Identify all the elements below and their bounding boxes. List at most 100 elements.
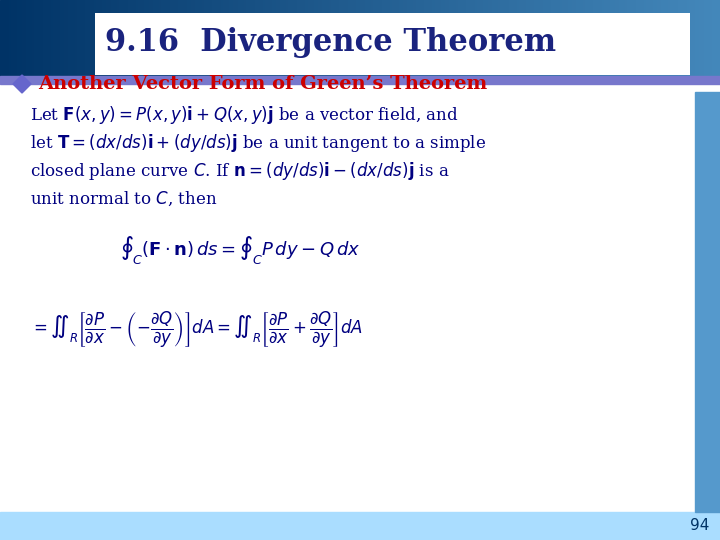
Bar bbox=[712, 0, 713, 78]
Bar bbox=[228, 0, 229, 78]
Bar bbox=[242, 0, 243, 78]
Bar bbox=[605, 0, 606, 78]
Bar bbox=[462, 0, 463, 78]
Bar bbox=[201, 0, 202, 78]
Bar bbox=[209, 0, 210, 78]
Bar bbox=[330, 0, 331, 78]
Bar bbox=[353, 0, 354, 78]
Bar bbox=[370, 0, 371, 78]
Bar bbox=[437, 0, 438, 78]
Bar bbox=[510, 0, 511, 78]
Bar bbox=[672, 0, 673, 78]
Bar bbox=[161, 0, 162, 78]
Text: Another Vector Form of Green’s Theorem: Another Vector Form of Green’s Theorem bbox=[38, 75, 487, 93]
Bar bbox=[453, 0, 454, 78]
Bar bbox=[120, 0, 121, 78]
Bar bbox=[608, 0, 609, 78]
Bar bbox=[591, 0, 592, 78]
Bar bbox=[356, 0, 357, 78]
Bar bbox=[36, 0, 37, 78]
Bar bbox=[148, 0, 149, 78]
Bar bbox=[465, 0, 466, 78]
Bar bbox=[545, 0, 546, 78]
Bar bbox=[15, 0, 16, 78]
Bar bbox=[81, 0, 82, 78]
Bar bbox=[607, 0, 608, 78]
Bar bbox=[102, 0, 103, 78]
Bar bbox=[368, 0, 369, 78]
Bar bbox=[4, 0, 5, 78]
Bar bbox=[457, 0, 458, 78]
Bar bbox=[213, 0, 214, 78]
Bar bbox=[354, 0, 355, 78]
Bar bbox=[232, 0, 233, 78]
Bar bbox=[648, 0, 649, 78]
Bar bbox=[702, 0, 703, 78]
Bar bbox=[598, 0, 599, 78]
Bar bbox=[639, 0, 640, 78]
Bar bbox=[384, 0, 385, 78]
Bar bbox=[280, 0, 281, 78]
Bar bbox=[319, 0, 320, 78]
Bar bbox=[460, 0, 461, 78]
Bar bbox=[494, 0, 495, 78]
Bar bbox=[498, 0, 499, 78]
Bar bbox=[446, 0, 447, 78]
Bar bbox=[503, 0, 504, 78]
Bar bbox=[229, 0, 230, 78]
Bar bbox=[131, 0, 132, 78]
Bar bbox=[617, 0, 618, 78]
Bar bbox=[230, 0, 231, 78]
Bar bbox=[122, 0, 123, 78]
Bar bbox=[138, 0, 139, 78]
Bar bbox=[67, 0, 68, 78]
Text: $\oint_C (\mathbf{F} \cdot \mathbf{n})\,ds = \oint_C P\,dy - Q\,dx$: $\oint_C (\mathbf{F} \cdot \mathbf{n})\,… bbox=[120, 234, 361, 266]
Bar bbox=[474, 0, 475, 78]
Bar bbox=[49, 0, 50, 78]
Bar bbox=[661, 0, 662, 78]
Bar bbox=[516, 0, 517, 78]
Bar bbox=[586, 0, 587, 78]
Bar bbox=[411, 0, 412, 78]
Bar bbox=[291, 0, 292, 78]
Bar bbox=[450, 0, 451, 78]
Bar bbox=[635, 0, 636, 78]
Bar bbox=[520, 0, 521, 78]
Bar bbox=[82, 0, 83, 78]
Bar bbox=[515, 0, 516, 78]
Bar bbox=[190, 0, 191, 78]
Bar bbox=[466, 0, 467, 78]
Bar bbox=[469, 0, 470, 78]
Bar bbox=[262, 0, 263, 78]
Bar bbox=[588, 0, 589, 78]
Bar bbox=[343, 0, 344, 78]
Bar bbox=[418, 0, 419, 78]
Bar bbox=[468, 0, 469, 78]
Bar bbox=[632, 0, 633, 78]
Bar bbox=[72, 0, 73, 78]
Bar bbox=[355, 0, 356, 78]
Bar bbox=[599, 0, 600, 78]
Bar bbox=[16, 0, 17, 78]
Bar bbox=[505, 0, 506, 78]
Bar bbox=[281, 0, 282, 78]
Bar bbox=[486, 0, 487, 78]
Bar bbox=[377, 0, 378, 78]
Bar bbox=[543, 0, 544, 78]
Bar bbox=[568, 0, 569, 78]
Bar bbox=[664, 0, 665, 78]
Bar bbox=[219, 0, 220, 78]
Bar bbox=[611, 0, 612, 78]
Bar bbox=[609, 0, 610, 78]
Bar bbox=[381, 0, 382, 78]
Bar bbox=[101, 0, 102, 78]
Bar bbox=[517, 0, 518, 78]
Bar bbox=[287, 0, 288, 78]
Bar bbox=[359, 0, 360, 78]
Bar bbox=[121, 0, 122, 78]
Bar bbox=[283, 0, 284, 78]
Bar bbox=[300, 0, 301, 78]
Bar bbox=[98, 0, 99, 78]
Bar bbox=[70, 0, 71, 78]
Bar bbox=[485, 0, 486, 78]
